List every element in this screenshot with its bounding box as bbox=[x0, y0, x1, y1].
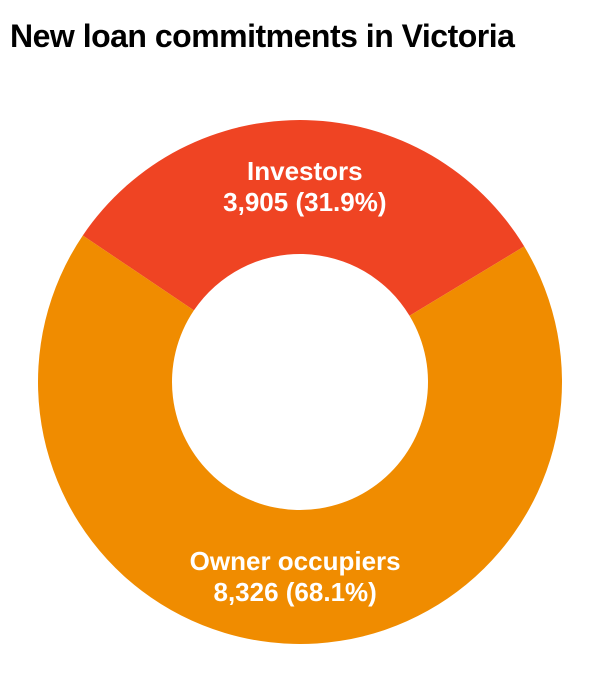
donut-chart: Investors 3,905 (31.9%) Owner occupiers … bbox=[38, 120, 562, 644]
slice-label-investors-line2: 3,905 (31.9%) bbox=[223, 187, 386, 218]
chart-title: New loan commitments in Victoria bbox=[10, 18, 514, 55]
slice-label-owner-occupiers-line2: 8,326 (68.1%) bbox=[190, 577, 401, 608]
slice-label-investors: Investors 3,905 (31.9%) bbox=[223, 156, 386, 218]
slice-label-owner-occupiers-line1: Owner occupiers bbox=[190, 546, 401, 577]
slice-label-investors-line1: Investors bbox=[223, 156, 386, 187]
slice-label-owner-occupiers: Owner occupiers 8,326 (68.1%) bbox=[190, 546, 401, 608]
